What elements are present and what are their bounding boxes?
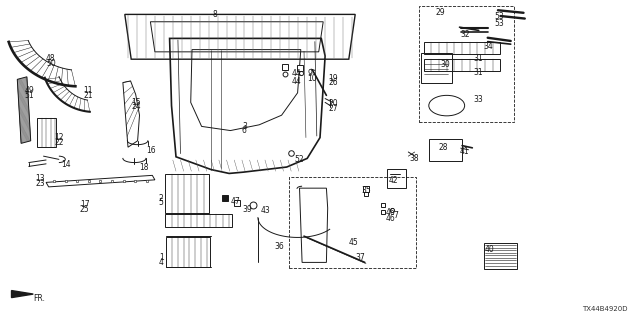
Text: TX44B4920D: TX44B4920D xyxy=(582,306,627,312)
Text: 32: 32 xyxy=(461,30,470,39)
Text: 48: 48 xyxy=(46,54,56,63)
Text: 53: 53 xyxy=(494,19,504,28)
Text: 53: 53 xyxy=(494,12,504,21)
Text: 50: 50 xyxy=(46,59,56,68)
Text: 31: 31 xyxy=(474,54,483,63)
Text: 27: 27 xyxy=(328,104,338,113)
Text: 1: 1 xyxy=(159,253,163,262)
Text: 13: 13 xyxy=(35,174,45,183)
Bar xyxy=(484,243,517,269)
Text: 21: 21 xyxy=(83,91,93,100)
Text: 19: 19 xyxy=(328,74,338,83)
Text: 30: 30 xyxy=(440,60,450,69)
Text: 37: 37 xyxy=(355,253,365,262)
Text: 39: 39 xyxy=(242,205,252,214)
Text: FR.: FR. xyxy=(33,294,45,303)
Text: 29: 29 xyxy=(435,8,445,17)
Text: 38: 38 xyxy=(410,154,419,163)
Text: 44: 44 xyxy=(291,77,301,86)
Text: 41: 41 xyxy=(460,147,469,156)
Text: 8: 8 xyxy=(212,10,217,19)
Text: 6: 6 xyxy=(242,126,247,135)
Text: 43: 43 xyxy=(261,206,271,215)
Polygon shape xyxy=(12,291,33,298)
Text: 24: 24 xyxy=(131,102,141,111)
Text: 44: 44 xyxy=(291,69,301,78)
Text: 42: 42 xyxy=(389,176,399,185)
Text: 2: 2 xyxy=(159,194,163,203)
Text: 28: 28 xyxy=(438,143,448,152)
Text: 52: 52 xyxy=(294,155,304,164)
Text: 46: 46 xyxy=(385,214,395,223)
Bar xyxy=(429,139,462,161)
Text: 25: 25 xyxy=(80,205,90,214)
Text: 5: 5 xyxy=(159,198,164,207)
Text: 16: 16 xyxy=(146,146,156,155)
Text: 46: 46 xyxy=(385,208,395,217)
Text: 18: 18 xyxy=(140,163,149,172)
Text: 51: 51 xyxy=(24,91,34,100)
Bar xyxy=(387,169,406,188)
Bar xyxy=(419,6,514,122)
Bar xyxy=(37,118,56,147)
Bar xyxy=(289,177,416,268)
Text: 36: 36 xyxy=(274,242,284,251)
Text: 22: 22 xyxy=(54,138,64,147)
Text: 9: 9 xyxy=(307,69,312,78)
Bar xyxy=(421,53,452,83)
Text: 40: 40 xyxy=(485,245,495,254)
Bar xyxy=(424,42,500,54)
Text: 45: 45 xyxy=(349,238,358,247)
Text: 26: 26 xyxy=(328,78,338,87)
Bar xyxy=(166,237,210,267)
Bar xyxy=(424,59,500,71)
Text: 12: 12 xyxy=(54,133,64,142)
Text: 7: 7 xyxy=(393,211,398,220)
Text: 4: 4 xyxy=(159,258,164,267)
Bar xyxy=(165,174,209,213)
Text: 11: 11 xyxy=(83,86,93,95)
Text: 14: 14 xyxy=(61,160,70,169)
Text: 34: 34 xyxy=(484,42,493,51)
Text: 10: 10 xyxy=(307,74,317,83)
Text: 15: 15 xyxy=(131,98,141,107)
Text: 33: 33 xyxy=(474,95,483,104)
Bar xyxy=(165,214,232,227)
Text: 23: 23 xyxy=(35,179,45,188)
Text: 47: 47 xyxy=(230,197,240,206)
Text: 49: 49 xyxy=(24,86,34,95)
Text: 3: 3 xyxy=(242,122,247,131)
Text: 20: 20 xyxy=(328,99,338,108)
Text: 35: 35 xyxy=(362,186,371,195)
Text: 17: 17 xyxy=(80,200,90,209)
Text: 31: 31 xyxy=(474,68,483,77)
